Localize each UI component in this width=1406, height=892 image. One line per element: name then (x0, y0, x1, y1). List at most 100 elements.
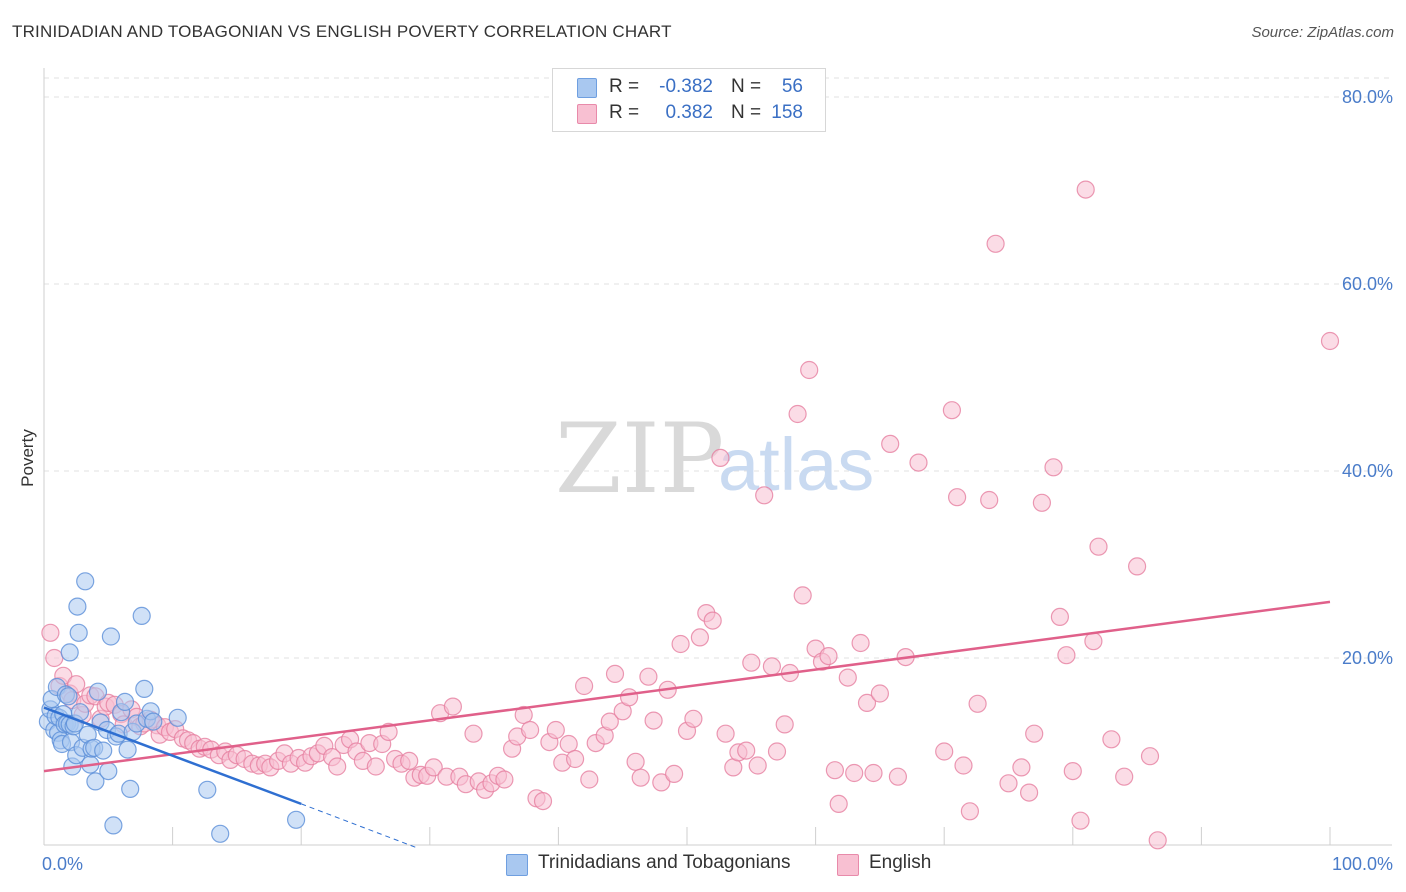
bottom-legend-swatch-english (837, 854, 859, 876)
point-english (954, 756, 973, 775)
point-english (960, 802, 980, 821)
point-english (845, 763, 864, 783)
y-tick-label: 20.0% (1342, 648, 1393, 668)
y-axis-label: Poverty (18, 429, 37, 487)
point-english (1063, 761, 1082, 781)
point-english (1050, 607, 1070, 627)
legend-swatch-english (577, 104, 597, 124)
point-trinidadians (104, 816, 123, 835)
point-english (1025, 724, 1044, 743)
point-english (942, 401, 962, 420)
y-tick-label: 80.0% (1342, 87, 1393, 107)
point-english (1089, 537, 1108, 556)
point-trinidadians (118, 740, 137, 759)
point-trinidadians (99, 761, 118, 781)
point-english (703, 611, 722, 630)
legend-n-label: N = (731, 102, 762, 123)
point-english (1148, 831, 1167, 850)
legend: R = -0.382 N = 56 R = 0.382 N = 158 (552, 68, 826, 132)
x-tick-label-max: 100.0% (1332, 854, 1393, 874)
point-english (533, 791, 553, 811)
point-english (864, 763, 883, 783)
point-english (424, 758, 443, 777)
point-trinidadians (132, 606, 151, 626)
point-trinidadians (115, 692, 135, 712)
legend-n-value: 158 (771, 102, 803, 123)
point-english (1084, 632, 1103, 651)
point-trinidadians (94, 741, 113, 760)
point-english (793, 586, 812, 605)
point-english (748, 756, 767, 775)
point-english (838, 668, 857, 687)
point-english (1032, 493, 1052, 512)
chart-title: TRINIDADIAN AND TOBAGONIAN VS ENGLISH PO… (12, 22, 672, 41)
legend-swatch-trinidadians (577, 78, 597, 98)
legend-r-label: R = (609, 102, 640, 123)
point-trinidadians (60, 643, 79, 662)
point-english (631, 768, 650, 787)
point-english (464, 724, 483, 743)
point-english (716, 724, 735, 743)
point-english (495, 770, 514, 789)
point-english (737, 741, 756, 760)
point-english (857, 693, 877, 713)
point-english (41, 623, 60, 642)
bottom-legend-label-trinidadians: Trinidadians and Tobagonians (538, 852, 791, 873)
point-english (600, 712, 619, 731)
point-english (366, 757, 385, 776)
point-english (45, 648, 64, 668)
point-english (328, 757, 347, 776)
point-english (520, 720, 540, 740)
legend-r-label: R = (609, 76, 640, 97)
trend-line-english (43, 600, 1331, 773)
point-english (644, 711, 663, 730)
point-english (1057, 646, 1076, 665)
point-english (546, 720, 565, 740)
point-trinidadians (101, 627, 121, 646)
point-english (619, 688, 639, 707)
point-english (1044, 458, 1063, 477)
point-english (881, 434, 900, 453)
point-trinidadians (88, 682, 108, 701)
point-english (1127, 557, 1147, 576)
point-english (980, 490, 999, 510)
point-trinidadians (76, 572, 95, 591)
data-points (38, 180, 1340, 850)
legend-n-label: N = (731, 76, 762, 97)
point-trinidadians (198, 780, 217, 799)
point-trinidadians (287, 810, 306, 829)
point-english (565, 749, 585, 769)
tick-labels: 20.0% 40.0% 60.0% 80.0% 0.0% 100.0% (42, 87, 1393, 874)
point-english (800, 360, 819, 380)
point-english (775, 715, 794, 734)
point-trinidadians (144, 712, 163, 731)
trend-lines (43, 600, 1331, 849)
point-english (1115, 767, 1134, 786)
watermark-atlas: atlas (718, 423, 874, 506)
point-english (664, 764, 684, 784)
point-english (819, 646, 838, 666)
point-english (639, 667, 658, 686)
point-english (762, 657, 782, 676)
trend-line-trinidadians (43, 706, 302, 806)
y-tick-label: 60.0% (1342, 274, 1393, 294)
point-english (742, 653, 761, 672)
point-english (580, 770, 599, 789)
x-tick-label-min: 0.0% (42, 854, 83, 874)
point-english (671, 634, 690, 654)
point-english (767, 742, 787, 761)
chart-source: Source: ZipAtlas.com (1251, 24, 1394, 41)
point-english (652, 773, 671, 792)
point-english (559, 734, 578, 754)
point-english (935, 742, 954, 761)
point-english (888, 767, 908, 786)
legend-r-value: -0.382 (659, 76, 713, 97)
legend-r-value: 0.382 (665, 102, 713, 123)
point-english (711, 448, 730, 467)
point-english (788, 404, 807, 424)
point-english (825, 761, 845, 780)
point-english (443, 697, 462, 716)
point-trinidadians (211, 824, 230, 843)
point-english (690, 628, 710, 647)
